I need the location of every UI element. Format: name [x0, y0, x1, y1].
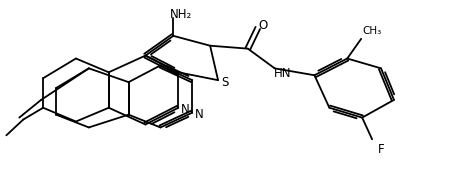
Text: NH₂: NH₂ [170, 8, 193, 21]
Text: F: F [378, 143, 384, 156]
Text: N: N [195, 108, 203, 121]
Text: S: S [222, 76, 229, 89]
Text: CH₃: CH₃ [362, 26, 382, 36]
Text: N: N [181, 103, 190, 116]
Text: HN: HN [274, 67, 291, 80]
Text: O: O [258, 18, 267, 31]
